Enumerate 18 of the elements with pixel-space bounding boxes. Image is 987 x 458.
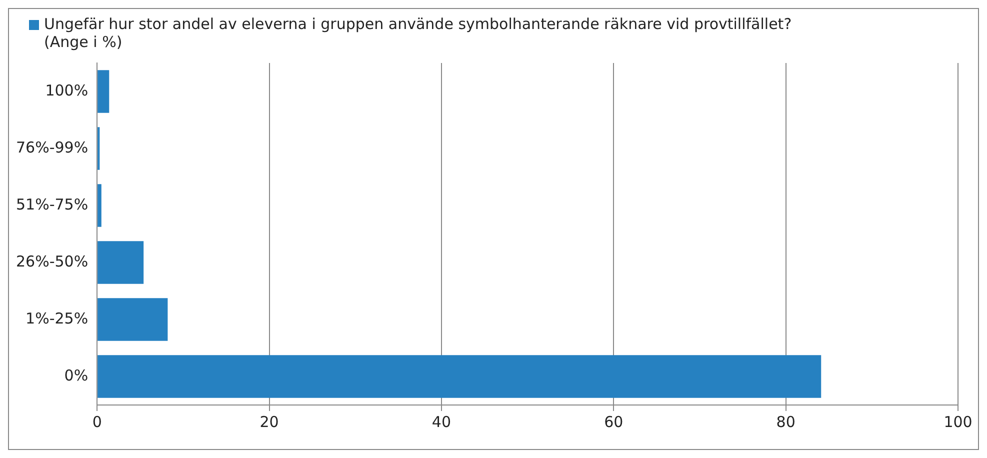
x-tick-label: 80 — [776, 412, 796, 431]
x-tick-label: 100 — [944, 412, 972, 431]
y-tick-label: 100% — [45, 81, 88, 100]
y-tick-label: 1%-25% — [26, 309, 88, 328]
bar — [98, 298, 168, 341]
legend-label: Ungefär hur stor andel av eleverna i gruppen använde symbolhanterande räknare vid provtillfället? (Ange i %) — [44, 15, 793, 51]
y-tick-label: 51%-75% — [16, 195, 88, 214]
bar — [98, 241, 144, 284]
y-tick-label: 26%-50% — [16, 252, 88, 270]
bar — [98, 184, 102, 227]
x-tick-label: 40 — [432, 412, 451, 431]
y-tick-label: 76%-99% — [16, 138, 88, 156]
bar — [98, 70, 110, 113]
x-tick-label: 0 — [92, 412, 102, 431]
y-tick-label: 0% — [64, 366, 88, 384]
bar — [98, 355, 822, 398]
x-tick-label: 60 — [604, 412, 624, 431]
x-tick-label: 20 — [260, 412, 279, 431]
